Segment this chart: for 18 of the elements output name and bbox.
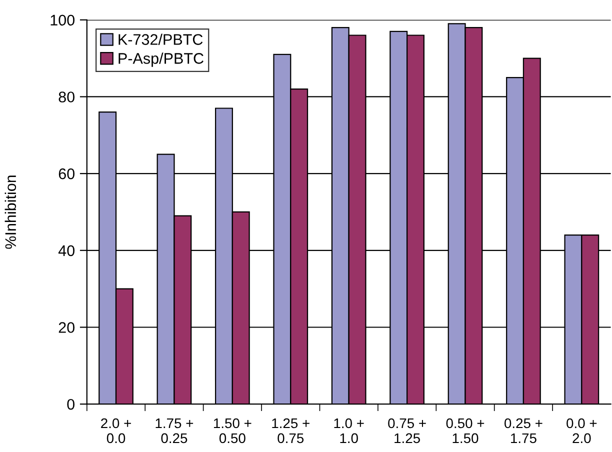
y-axis-title: %Inhibition [4, 176, 16, 249]
x-tick-label: 0.25 + 1.75 [504, 418, 542, 444]
y-tick-label: 80 [58, 92, 75, 102]
y-tick-label: 0 [67, 398, 74, 410]
x-tick-label: 0.75 + 1.25 [388, 418, 426, 444]
x-tick-label: 1.75 + 0.25 [156, 418, 194, 444]
x-tick-label: 1.0 + 1.0 [334, 418, 364, 444]
y-tick-label: 20 [58, 322, 75, 333]
y-tick-label: 40 [58, 245, 75, 256]
y-tick-label: 100 [50, 14, 75, 26]
y-tick-label: 60 [58, 168, 75, 180]
x-tick-label: 0.0 + 2.0 [566, 418, 597, 444]
legend-label: P-Asp/PBTC [118, 52, 204, 67]
x-tick-label: 1.25 + 0.75 [272, 418, 310, 444]
x-tick-label: 0.50 + 1.50 [446, 418, 484, 444]
x-tick-label: 2.0 + 0.0 [101, 418, 131, 444]
x-tick-label: 1.50 + 0.50 [214, 418, 252, 444]
legend-label: K-732/PBTC [118, 34, 203, 45]
